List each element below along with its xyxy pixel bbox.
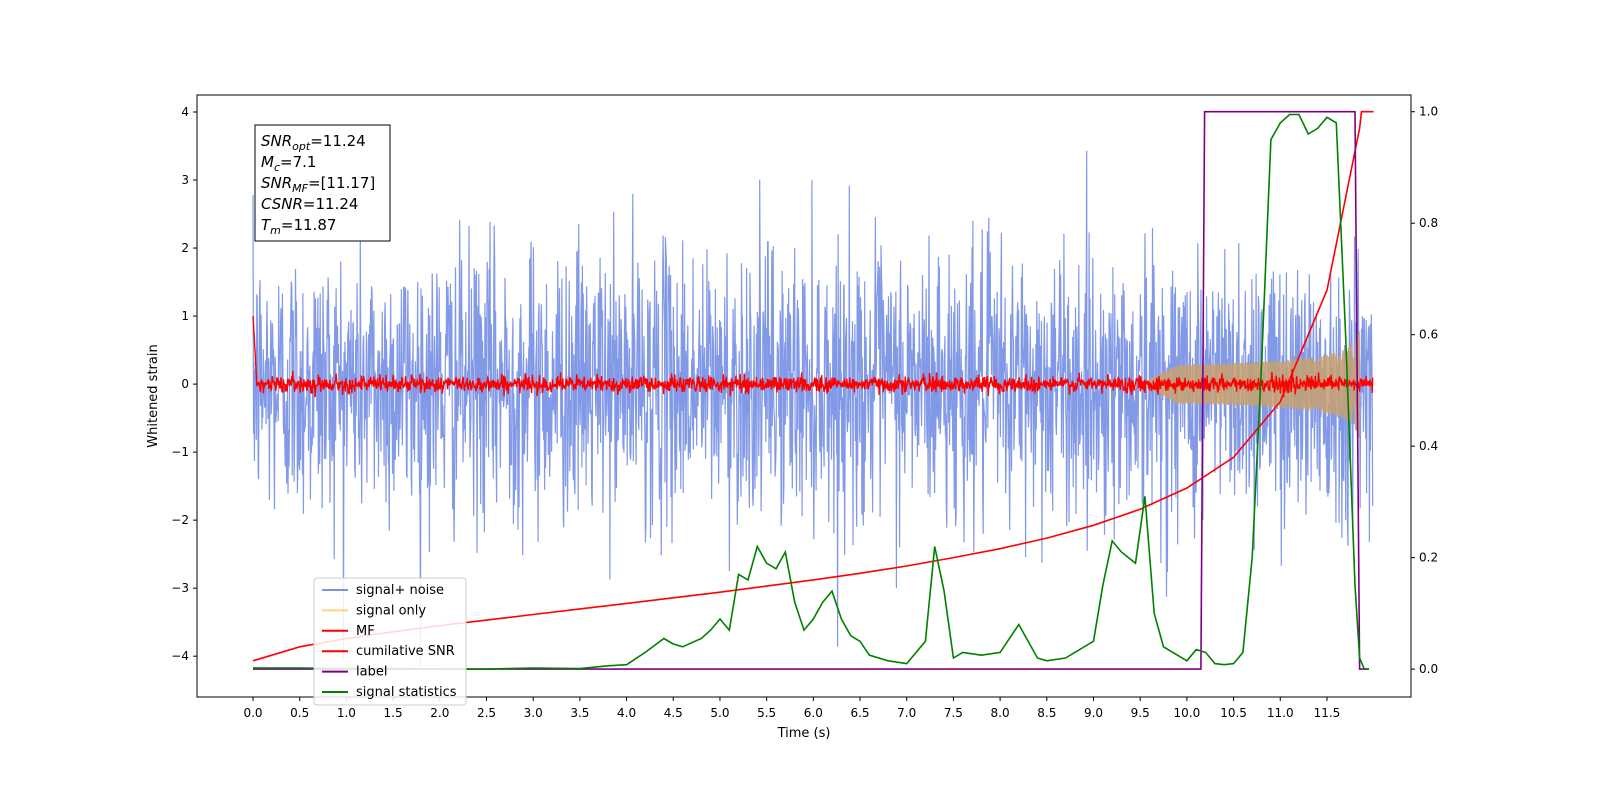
- x-tick-label: 4.0: [617, 706, 636, 720]
- x-tick-label: 9.5: [1131, 706, 1150, 720]
- x-axis: 0.0 0.5 1.0 1.5 2.0 2.5 3.0 3.5 4.0 4.5 5.0 5.5 6.0 6…: [243, 697, 1340, 720]
- annotation-value: =11.24: [303, 195, 359, 213]
- x-tick-label: 10.0: [1174, 706, 1201, 720]
- legend-label: label: [356, 665, 387, 680]
- y-tick-label: 4: [181, 105, 189, 119]
- series-signal-noise: [252, 150, 1374, 670]
- annotation-value: =11.24: [310, 132, 366, 150]
- x-tick-label: 6.0: [804, 706, 823, 720]
- x-axis-label: Time (s): [777, 726, 831, 741]
- annotation-sub: MF: [292, 182, 308, 195]
- annotation-sub: opt: [292, 140, 311, 153]
- annotation-var: SNR: [261, 132, 292, 150]
- x-tick-label: 2.5: [477, 706, 496, 720]
- x-tick-label: 7.0: [897, 706, 916, 720]
- legend-label: cumilative SNR: [356, 644, 455, 659]
- y-tick-label: −2: [171, 513, 189, 527]
- annotation-line: Mc=7.1: [261, 153, 316, 174]
- annotation-value: =[11.17]: [308, 174, 375, 192]
- y2-tick-label: 0.2: [1419, 551, 1438, 565]
- series-signal-statistics: [253, 113, 1369, 670]
- legend-label: MF: [356, 624, 375, 639]
- annotation-var: SNR: [261, 174, 292, 192]
- x-tick-label: 3.5: [570, 706, 589, 720]
- legend-label: signal only: [356, 603, 426, 618]
- x-tick-label: 6.5: [850, 706, 869, 720]
- y-tick-label: 0: [181, 377, 189, 391]
- x-tick-label: 0.0: [243, 706, 262, 720]
- annotation-line: SNRopt=11.24: [261, 132, 366, 153]
- x-tick-label: 5.0: [710, 706, 729, 720]
- axes-frame: [196, 94, 1412, 698]
- annotation-line: SNRMF=[11.17]: [261, 174, 375, 195]
- y-tick-label: −1: [171, 445, 189, 459]
- annotation-box: SNRopt=11.24Mc=7.1SNRMF=[11.17]CSNR=11.2…: [254, 124, 391, 242]
- y-tick-label: 2: [181, 241, 189, 255]
- series-mf: [252, 316, 1374, 398]
- x-tick-label: 10.5: [1220, 706, 1247, 720]
- x-tick-label: 7.5: [944, 706, 963, 720]
- x-tick-label: 5.5: [757, 706, 776, 720]
- x-tick-label: 11.0: [1267, 706, 1294, 720]
- annotation-sub: c: [274, 161, 280, 174]
- annotation-frame: [254, 124, 391, 242]
- y2-tick-label: 1.0: [1419, 105, 1438, 119]
- legend-label: signal+ noise: [356, 583, 444, 598]
- x-tick-label: 2.0: [430, 706, 449, 720]
- x-tick-label: 11.5: [1314, 706, 1341, 720]
- y-tick-label: −3: [171, 581, 189, 595]
- y-tick-label: 3: [181, 173, 189, 187]
- y2-tick-label: 0.0: [1419, 662, 1438, 676]
- y-axis-left: 4 3 2 1 0 −1 −2 −3 −4: [171, 105, 197, 663]
- legend-frame: [313, 577, 467, 706]
- annotation-var: M: [261, 153, 274, 171]
- x-tick-label: 8.0: [991, 706, 1010, 720]
- annotation-value: =11.87: [281, 216, 337, 234]
- y-tick-label: −4: [171, 649, 189, 663]
- annotation-line: Tm=11.87: [261, 216, 336, 237]
- y-tick-label: 1: [181, 309, 189, 323]
- y2-tick-label: 0.6: [1419, 328, 1438, 342]
- annotation-line: CSNR=11.24: [261, 195, 358, 213]
- x-tick-label: 8.5: [1037, 706, 1056, 720]
- y-axis-label: Whitened strain: [146, 344, 161, 447]
- annotation-var: CSNR: [261, 195, 303, 213]
- y2-tick-label: 0.4: [1419, 439, 1438, 453]
- y2-tick-label: 0.8: [1419, 216, 1438, 230]
- y-axis-right: 1.0 0.8 0.6 0.4 0.2 0.0: [1411, 105, 1438, 676]
- annotation-value: =7.1: [280, 153, 316, 171]
- x-tick-label: 1.0: [337, 706, 356, 720]
- legend: signal+ noise signal only MF cumilative SNR…: [313, 577, 467, 706]
- annotation-var: T: [261, 216, 272, 234]
- x-tick-label: 9.0: [1084, 706, 1103, 720]
- series-label: [253, 110, 1369, 670]
- annotation-sub: m: [270, 224, 281, 237]
- legend-label: signal statistics: [356, 685, 457, 700]
- x-tick-label: 3.0: [524, 706, 543, 720]
- x-tick-label: 0.5: [290, 706, 309, 720]
- x-tick-label: 1.5: [384, 706, 403, 720]
- x-tick-label: 4.5: [664, 706, 683, 720]
